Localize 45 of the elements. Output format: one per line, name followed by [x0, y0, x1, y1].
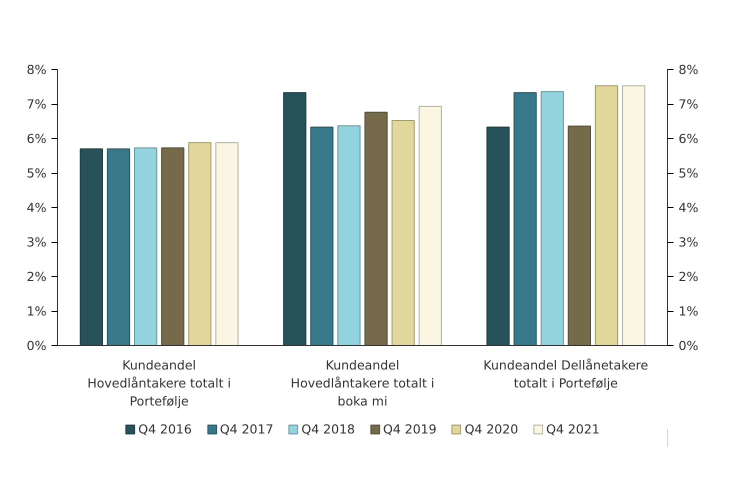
bar — [310, 126, 334, 346]
y-tick-label: 2% — [26, 269, 47, 284]
bar — [514, 92, 537, 346]
y-tick-label: 7% — [26, 96, 47, 112]
y-tick-label: 0% — [26, 338, 47, 353]
bar — [622, 85, 646, 346]
y-tick-label: 8% — [26, 62, 47, 77]
legend-label: Q4 2021 — [546, 422, 600, 436]
y-tick-label: 4% — [26, 200, 47, 215]
y2-tick-label: 0% — [678, 338, 698, 353]
bar — [188, 142, 212, 346]
y-tick-label: 1% — [26, 304, 47, 318]
legend-label: Q4 2017 — [220, 422, 274, 436]
y-tick-label: 3% — [26, 234, 47, 250]
bar — [283, 92, 306, 346]
y2-tick-label: 5% — [678, 166, 698, 180]
bar — [392, 120, 415, 346]
bar — [418, 106, 442, 346]
y-tick-label: 6% — [26, 131, 47, 146]
bar — [106, 148, 130, 346]
x-tick-label: Kundeandel Hovedlåntakere totalt i boka mi — [290, 358, 434, 408]
bar — [337, 125, 361, 346]
bar — [215, 142, 239, 346]
x-tick-label: Kundeandel Dellånetakere totalt i Portefølje — [483, 358, 649, 390]
bar — [134, 147, 158, 346]
legend-label: Q4 2016 — [138, 422, 192, 436]
x-tick-label: Kundeandel Hovedlåntakere totalt i Portefølje — [87, 358, 231, 408]
legend-label: Q4 2020 — [464, 422, 518, 436]
y2-tick-label: 7% — [678, 96, 698, 112]
bar — [594, 85, 618, 346]
y2-tick-label: 8% — [678, 62, 698, 77]
bar — [568, 126, 592, 346]
y2-tick-label: 4% — [678, 200, 698, 215]
bar — [540, 91, 564, 346]
y2-tick-label: 6% — [678, 131, 698, 146]
bar — [161, 147, 184, 346]
bar — [80, 148, 104, 346]
y2-tick-label: 1% — [678, 304, 698, 318]
y-tick-label: 5% — [26, 166, 47, 180]
y2-tick-label: 3% — [678, 234, 698, 250]
legend-label: Q4 2019 — [383, 422, 437, 436]
y2-tick-label: 2% — [678, 269, 698, 284]
bar — [486, 126, 510, 346]
legend-label: Q4 2018 — [301, 422, 355, 436]
bar — [364, 112, 388, 346]
